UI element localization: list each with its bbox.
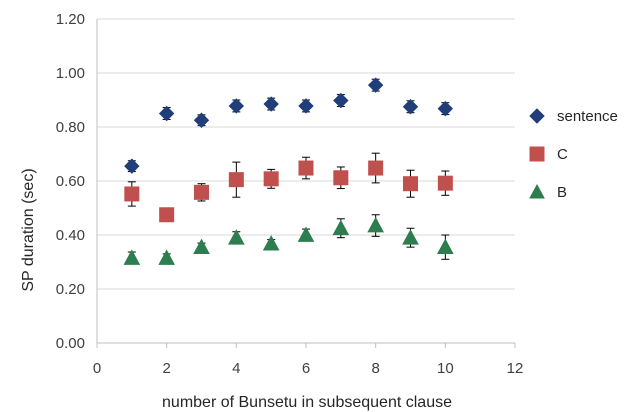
x-tick-label: 12 — [507, 360, 524, 377]
data-point — [158, 105, 175, 122]
legend-label-c: C — [557, 146, 568, 163]
x-tick-label: 8 — [371, 360, 379, 377]
data-point — [227, 229, 245, 245]
data-point — [333, 170, 349, 186]
y-tick-labels: 0.00 0.20 0.40 0.60 0.80 1.00 1.20 — [56, 11, 85, 352]
y-axis-title: SP duration (sec) — [20, 168, 37, 291]
legend: sentence C B — [529, 108, 618, 201]
series-sentence — [124, 77, 454, 174]
data-point — [437, 175, 453, 191]
y-tick-label: 1.20 — [56, 11, 85, 28]
data-point — [367, 216, 385, 233]
data-point — [123, 249, 141, 265]
grid-lines — [97, 18, 515, 290]
data-point — [159, 207, 175, 223]
data-point — [194, 184, 209, 200]
data-point — [297, 226, 315, 242]
data-point — [298, 160, 314, 176]
y-tick-label: 0.40 — [56, 227, 85, 244]
x-tick-label: 6 — [302, 360, 310, 377]
legend-marker-b — [529, 183, 545, 199]
data-point — [332, 219, 350, 236]
data-point — [124, 186, 140, 202]
y-tick-label: 0.80 — [56, 119, 85, 136]
data-point — [193, 238, 210, 255]
y-tick-label: 0.20 — [56, 281, 85, 298]
data-point — [158, 249, 176, 265]
x-tick-label: 4 — [232, 360, 240, 377]
legend-label-sentence: sentence — [557, 108, 618, 125]
data-point — [402, 99, 419, 115]
x-tick-labels: 0 2 4 6 8 10 12 — [93, 360, 524, 377]
data-point — [263, 96, 279, 112]
axes — [96, 19, 516, 348]
legend-label-b: B — [557, 184, 567, 201]
data-point — [403, 176, 418, 192]
data-point — [228, 172, 244, 188]
data-point — [298, 98, 314, 114]
series-c — [124, 152, 453, 223]
data-series — [123, 77, 454, 265]
x-axis-title: number of Bunsetu in subsequent clause — [162, 394, 452, 411]
data-point — [436, 238, 454, 255]
data-point — [262, 235, 280, 251]
y-tick-label: 1.00 — [56, 65, 85, 82]
legend-marker-c — [529, 146, 545, 162]
x-tick-label: 2 — [162, 360, 170, 377]
data-point — [193, 112, 210, 128]
data-point — [368, 160, 384, 176]
data-point — [263, 171, 279, 187]
y-tick-label: 0.60 — [56, 173, 85, 190]
data-point — [367, 77, 384, 93]
data-point — [437, 100, 454, 117]
legend-marker-sentence — [529, 108, 545, 124]
data-point — [402, 229, 419, 245]
series-b — [123, 214, 454, 265]
data-point — [333, 92, 349, 109]
x-tick-label: 10 — [437, 360, 454, 377]
data-point — [228, 98, 245, 114]
y-tick-label: 0.00 — [56, 335, 85, 352]
x-tick-label: 0 — [93, 360, 101, 377]
data-point — [124, 158, 140, 174]
